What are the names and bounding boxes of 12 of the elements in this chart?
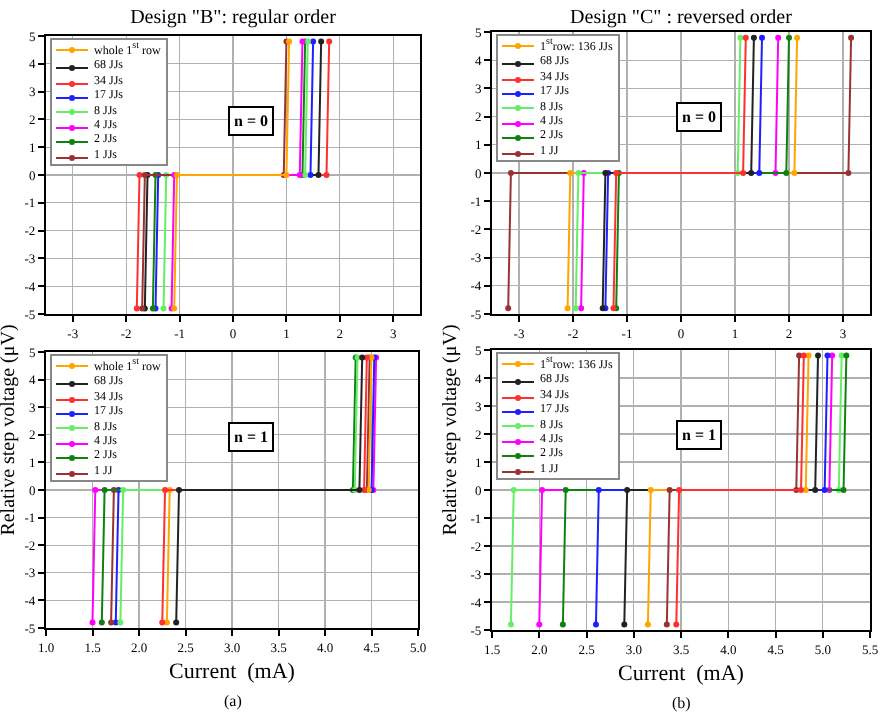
annotation: n = 1: [682, 426, 717, 444]
y-axis-title: Relative step voltage (μV): [0, 324, 20, 536]
chart-title: Design "B": regular order: [130, 7, 338, 29]
text: (a): [224, 692, 243, 710]
annotation: n = 0: [682, 108, 717, 126]
chart-title: Design "C" : reversed order: [570, 7, 794, 29]
x-axis-title: Current (mA): [618, 662, 745, 686]
x-axis-title: Current (mA): [169, 660, 296, 684]
y-axis-title: Relative step voltage (μV): [440, 324, 462, 536]
annotation: n = 1: [234, 428, 269, 446]
text: (b): [672, 694, 692, 712]
annotation: n = 0: [234, 112, 269, 130]
